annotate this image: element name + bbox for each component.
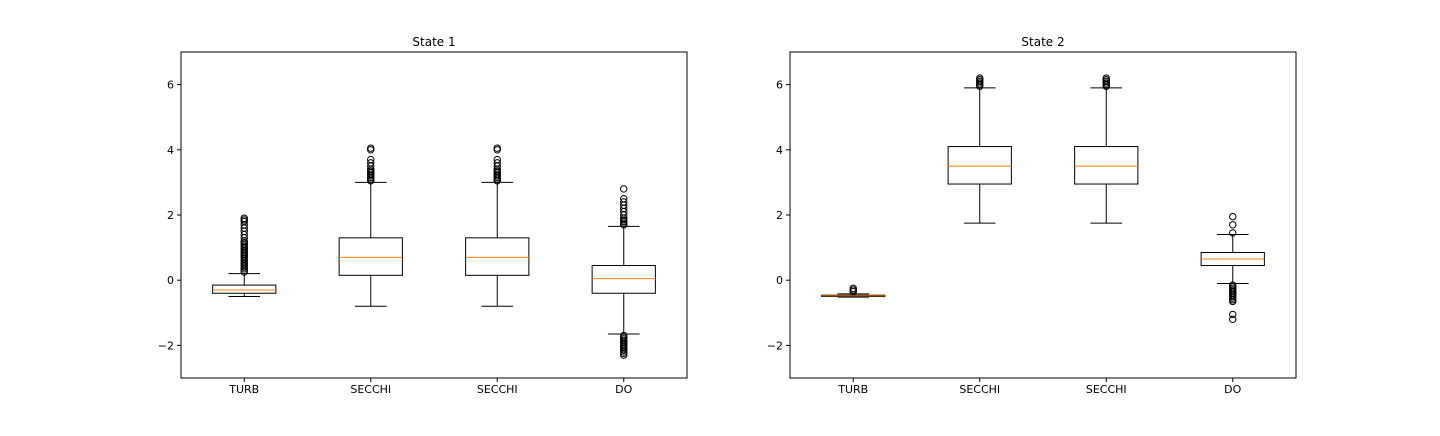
outlier-point [1229, 310, 1237, 319]
plot-frame [180, 51, 688, 379]
outlier-point [1229, 315, 1237, 324]
iqr-box [1074, 146, 1139, 185]
outlier-point [620, 185, 628, 193]
y-tick-label: −2 [767, 339, 783, 352]
outlier-point [367, 144, 375, 152]
subplot-state-1: State 1 −2 0 2 4 6 TURB SECCHI SECCHI DO [158, 35, 688, 396]
iqr-box [591, 265, 656, 294]
outlier-point [1229, 229, 1237, 237]
x-tick-label: TURB [228, 383, 259, 396]
x-tick-label: SECCHI [1086, 383, 1127, 396]
x-tick-label: DO [1224, 383, 1241, 396]
y-tick-label: 6 [776, 79, 783, 92]
box-3 [1074, 74, 1139, 224]
subplot-title: State 1 [412, 35, 455, 49]
y-tick-label: 2 [167, 209, 174, 222]
outlier-point [849, 284, 857, 293]
outlier-point [976, 74, 984, 82]
outlier-point [620, 198, 628, 206]
y-tick-label: −2 [158, 339, 174, 352]
iqr-box [338, 237, 403, 276]
x-tick-label: DO [615, 383, 632, 396]
x-tick-label: SECCHI [350, 383, 391, 396]
box-4 [1200, 212, 1265, 324]
outlier-point [620, 351, 628, 359]
x-tick-label: SECCHI [477, 383, 518, 396]
box-2 [338, 144, 403, 307]
box-3 [465, 144, 530, 307]
y-tick-label: 4 [776, 144, 783, 157]
outlier-point [367, 159, 375, 167]
outlier-point [620, 195, 628, 203]
plot-frame [789, 51, 1297, 379]
outlier-point [493, 144, 501, 152]
iqr-box [465, 237, 530, 276]
subplot-title: State 2 [1021, 35, 1064, 49]
iqr-box [212, 284, 277, 294]
outlier-point [367, 155, 375, 164]
box-1 [821, 284, 886, 298]
outlier-point [1229, 212, 1237, 221]
outlier-point [1229, 297, 1237, 306]
y-tick-label: 2 [776, 209, 783, 222]
box-4 [591, 185, 656, 359]
outlier-point [493, 155, 501, 164]
y-tick-label: 0 [167, 274, 174, 287]
outlier-point [1102, 74, 1110, 82]
y-tick-label: 0 [776, 274, 783, 287]
outlier-point [1229, 221, 1237, 229]
y-tick-label: 6 [167, 79, 174, 92]
subplot-state-2: State 2 −2 0 2 4 6 TURB SECCHI SECCHI DO [767, 35, 1297, 396]
y-tick-label: 4 [167, 144, 174, 157]
outlier-point [240, 214, 248, 222]
box-1 [212, 214, 277, 297]
iqr-box [947, 146, 1012, 185]
box-2 [947, 74, 1012, 224]
outlier-point [493, 159, 501, 167]
x-tick-label: TURB [837, 383, 868, 396]
x-tick-label: SECCHI [959, 383, 1000, 396]
